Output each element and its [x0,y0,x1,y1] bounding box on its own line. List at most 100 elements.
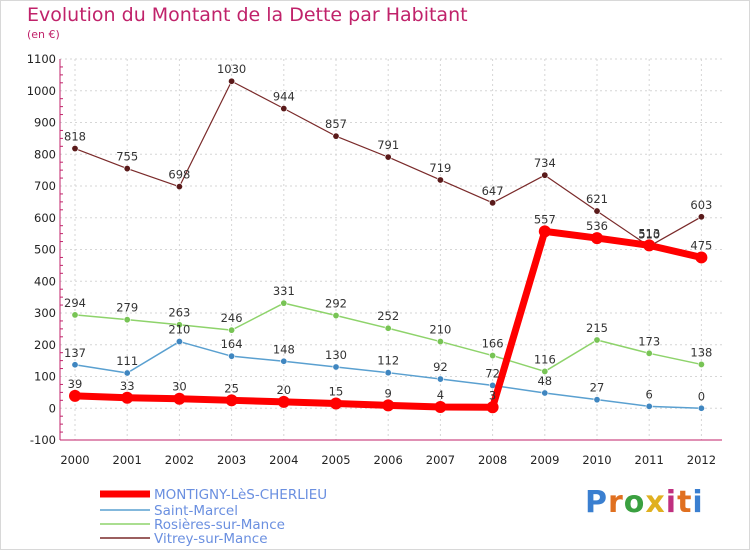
data-point [645,349,653,357]
y-tick-label: 400 [34,274,56,288]
data-label: 92 [433,360,448,374]
data-point [225,394,238,407]
data-label: 603 [690,198,712,212]
x-tick-label: 2010 [582,453,611,467]
data-label: 0 [698,389,705,403]
chart-subtitle: (en €) [27,28,60,41]
y-tick-label: 300 [34,306,56,320]
data-point [384,153,392,161]
data-label: 48 [537,374,552,388]
data-point [228,77,236,85]
data-point [332,363,340,371]
x-tick-label: 2005 [321,453,350,467]
data-point [384,324,392,332]
legend-label: Vitrey-sur-Mance [154,531,268,547]
data-point [280,357,288,365]
x-tick-label: 2008 [478,453,507,467]
data-point [71,361,79,369]
data-label: 263 [168,306,190,320]
data-label: 857 [325,117,347,131]
data-label: 72 [485,366,500,380]
data-label: 130 [325,348,347,362]
y-tick-label: 1000 [27,84,56,98]
data-point [69,389,81,402]
data-point [593,396,601,404]
data-point [123,369,131,377]
y-tick-label: 600 [34,211,56,225]
data-point [123,165,131,173]
data-point [382,399,395,412]
data-point [541,367,549,375]
data-point [436,338,444,346]
data-point [121,391,134,404]
x-tick-label: 2006 [374,453,403,467]
x-tick-label: 2000 [60,453,89,467]
data-point [280,105,288,113]
data-label: 116 [534,352,556,366]
data-label: 331 [273,284,295,298]
data-label: 30 [172,380,187,394]
data-label: 20 [276,383,291,397]
x-tick-label: 2009 [530,453,559,467]
data-point [541,171,549,179]
data-label: 513 [638,226,660,240]
data-point [489,199,497,207]
y-tick-label: 800 [34,147,56,161]
data-point [71,145,79,153]
data-label: 25 [224,381,239,395]
data-label: 698 [168,168,190,182]
data-point [489,352,497,360]
data-label: 621 [586,192,608,206]
data-point [697,360,705,368]
legend-label: MONTIGNY-LèS-CHERLIEU [154,487,327,503]
data-label: 33 [120,379,135,393]
data-point [434,400,447,413]
data-point [436,176,444,184]
data-point [538,225,551,238]
data-label: 166 [482,337,504,351]
y-tick-label: 0 [49,401,56,415]
data-point [436,375,444,383]
data-label: 246 [221,311,243,325]
data-point [645,402,653,410]
y-tick-label: 1100 [27,52,56,66]
data-label: 279 [116,301,138,315]
data-point [591,232,603,245]
data-label: 111 [116,354,138,368]
x-tick-label: 2001 [113,453,142,467]
data-label: 164 [221,337,243,351]
y-tick-label: 100 [34,370,56,384]
data-label: 252 [377,309,399,323]
x-tick-label: 2007 [426,453,455,467]
data-label: 39 [68,377,83,391]
data-label: 3 [489,388,496,402]
data-label: 6 [646,387,653,401]
data-label: 294 [64,296,86,310]
data-point [697,213,705,221]
data-point [71,311,79,319]
data-label: 138 [690,345,712,359]
data-point [277,395,290,408]
data-label: 734 [534,156,556,170]
data-label: 755 [116,150,138,164]
data-point [332,132,340,140]
data-point [175,321,183,329]
data-point [123,316,131,324]
data-label: 647 [482,184,504,198]
data-label: 1030 [217,62,246,76]
data-label: 475 [690,238,712,252]
legend-label: Rosières-sur-Mance [154,517,285,533]
data-label: 148 [273,342,295,356]
data-label: 15 [329,384,344,398]
data-label: 719 [429,161,451,175]
y-tick-label: 200 [34,338,56,352]
y-tick-label: 900 [34,116,56,130]
proxiti-logo: Proxiti [585,485,704,520]
data-label: 210 [168,323,190,337]
y-tick-label: -100 [30,433,56,447]
data-label: 944 [273,90,295,104]
data-point [332,312,340,320]
data-label: 27 [590,381,605,395]
x-tick-label: 2004 [269,453,298,467]
